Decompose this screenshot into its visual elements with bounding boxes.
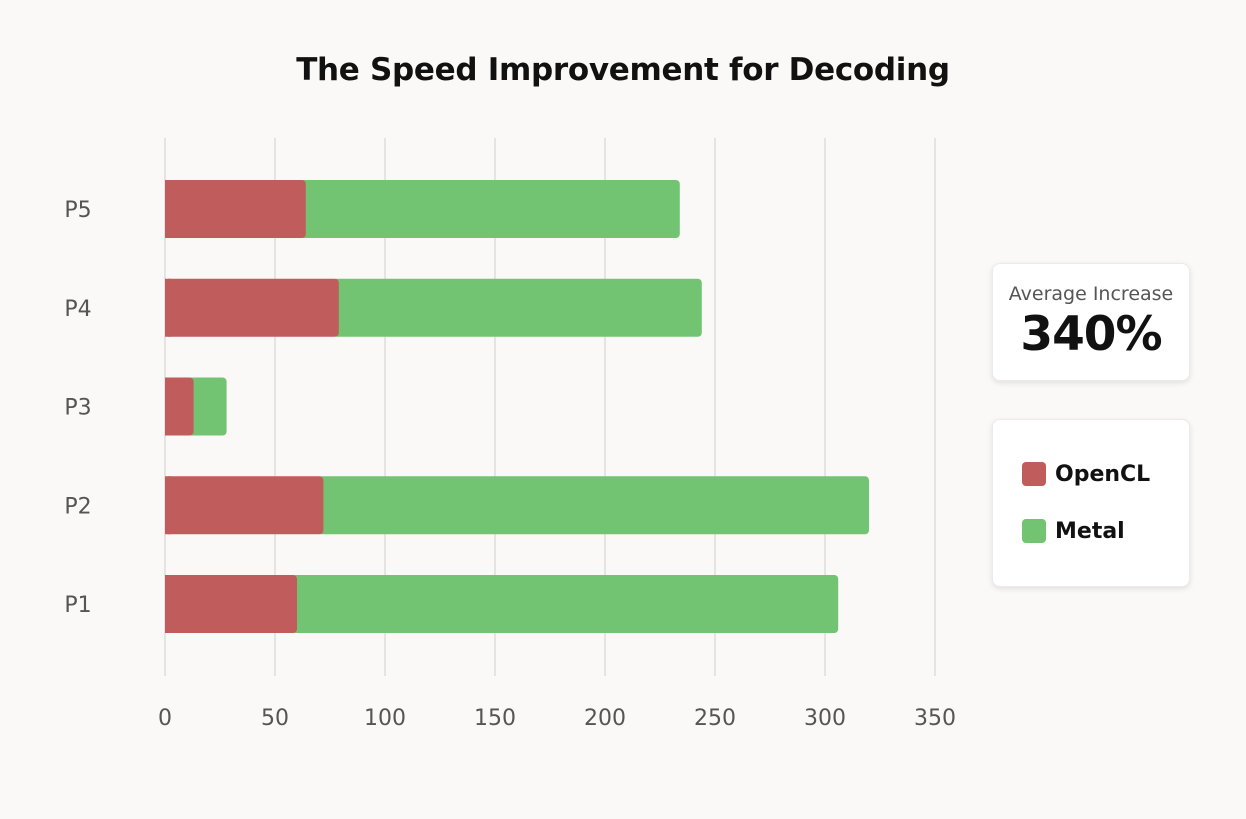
bar-opencl [165,377,194,436]
bar-metal [291,575,839,633]
chart-title: The Speed Improvement for Decoding [296,52,950,88]
legend: OpenCL Metal [992,419,1190,587]
bar-opencl [165,180,306,238]
x-tick-label: 200 [584,706,626,731]
legend-swatch-metal [1022,519,1046,543]
legend-item-opencl: OpenCL [1022,461,1150,487]
bar-opencl [165,476,324,535]
bar-opencl-edge [165,575,171,633]
stat-value: 340% [1020,307,1162,362]
x-tick-label: 50 [261,706,289,731]
y-tick-label: P2 [64,494,91,519]
tick-labels: 0 50 100 150 200 250 300 350 P5 P4 P3 P2 P1 [64,198,956,731]
bar-opencl [165,278,339,337]
bar-metal [332,278,702,337]
y-tick-label: P4 [64,297,91,322]
y-tick-label: P1 [64,593,91,618]
legend-item-metal: Metal [1022,518,1125,544]
bar-opencl [165,575,297,633]
x-tick-label: 100 [364,706,406,731]
bar-metal [317,476,869,535]
legend-label-opencl: OpenCL [1055,461,1151,487]
bar-metal [187,377,227,436]
bars [165,180,869,633]
stat-label: Average Increase [1008,283,1174,305]
x-tick-label: 350 [914,706,956,731]
bar-opencl-edge [165,180,171,238]
legend-label-metal: Metal [1055,518,1125,544]
average-increase-card: Average Increase 340% [992,263,1190,381]
x-tick-label: 250 [694,706,736,731]
y-tick-label: P3 [64,396,91,421]
bar-chart: 0 50 100 150 200 250 300 350 P5 P4 P3 P2 P1 [64,138,956,731]
x-tick-label: 300 [804,706,846,731]
bar-metal [299,180,680,238]
bar-opencl-edge [165,278,171,337]
bar-opencl-edge [165,476,171,535]
x-tick-label: 150 [474,706,516,731]
y-tick-label: P5 [64,198,91,223]
bar-opencl-edge [165,377,171,436]
x-tick-label: 0 [158,706,172,731]
legend-swatch-opencl [1022,462,1046,486]
